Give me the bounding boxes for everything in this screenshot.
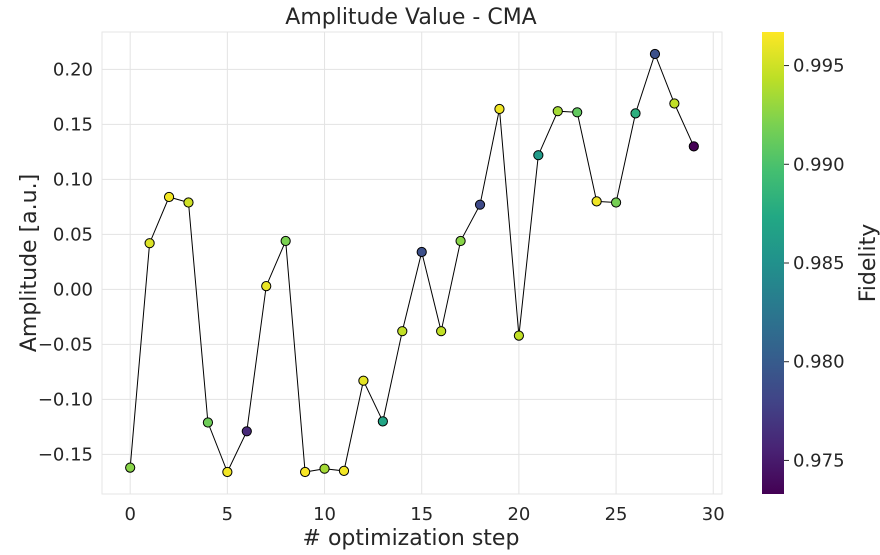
plot-area xyxy=(101,31,723,495)
data-point xyxy=(280,235,291,247)
y-tick-label: −0.05 xyxy=(38,334,93,355)
data-point xyxy=(144,238,155,249)
data-point xyxy=(610,197,622,208)
data-point xyxy=(591,196,602,207)
data-point xyxy=(416,246,427,258)
data-point xyxy=(630,108,641,119)
data-point xyxy=(533,150,544,161)
data-point xyxy=(688,141,699,152)
x-tick-label: 0 xyxy=(124,504,135,525)
x-tick-label: 30 xyxy=(702,504,725,525)
data-point xyxy=(455,235,466,247)
data-point xyxy=(125,462,136,473)
y-tick-label: 0.20 xyxy=(53,59,93,80)
colorbar-tick-label: 0.975 xyxy=(793,450,845,471)
data-point xyxy=(513,330,524,341)
y-tick-label: 0.00 xyxy=(53,279,93,300)
data-point xyxy=(649,48,661,60)
colorbar-tick-label: 0.990 xyxy=(793,154,845,175)
data-point xyxy=(377,416,388,427)
data-point xyxy=(494,103,505,115)
colorbar-label: Fidelity xyxy=(856,224,880,303)
data-point xyxy=(183,197,194,208)
data-point xyxy=(436,326,447,337)
x-tick-label: 20 xyxy=(507,504,530,525)
data-point xyxy=(300,466,311,478)
colorbar-tick-label: 0.995 xyxy=(793,56,845,77)
data-point xyxy=(338,465,350,476)
data-point xyxy=(552,106,563,117)
data-point xyxy=(241,426,252,437)
y-axis-ticks: −0.15 −0.10 −0.05 0.00 0.05 0.10 0.15 0.20 xyxy=(38,59,93,465)
y-tick-label: −0.10 xyxy=(38,389,93,410)
y-tick-label: 0.05 xyxy=(53,224,93,245)
x-tick-label: 25 xyxy=(605,504,628,525)
colorbar-tick-label: 0.980 xyxy=(793,352,845,373)
data-point xyxy=(669,98,680,109)
x-tick-label: 15 xyxy=(410,504,433,525)
y-tick-label: 0.15 xyxy=(53,114,93,135)
colorbar-ticks: 0.975 0.980 0.985 0.990 0.995 xyxy=(784,56,845,471)
data-point xyxy=(222,466,233,478)
data-point xyxy=(261,281,272,292)
x-axis-label: # optimization step xyxy=(303,526,520,551)
data-point xyxy=(358,375,369,386)
y-tick-label: 0.10 xyxy=(53,169,93,190)
x-tick-label: 5 xyxy=(222,504,233,525)
y-tick-label: −0.15 xyxy=(38,444,93,465)
data-points xyxy=(125,48,699,478)
x-axis-ticks: 0 5 10 15 20 25 30 xyxy=(124,504,724,525)
data-point xyxy=(572,107,583,118)
colorbar xyxy=(762,32,784,494)
colorbar-tick-label: 0.985 xyxy=(793,253,845,274)
data-point xyxy=(474,199,486,210)
data-point xyxy=(202,417,214,428)
data-point xyxy=(397,326,408,337)
chart-title: Amplitude Value - CMA xyxy=(285,5,536,30)
y-axis-label: Amplitude [a.u.] xyxy=(17,174,42,352)
data-point xyxy=(319,463,330,474)
x-tick-label: 10 xyxy=(313,504,336,525)
data-point xyxy=(163,191,175,203)
grid-lines xyxy=(102,32,722,494)
